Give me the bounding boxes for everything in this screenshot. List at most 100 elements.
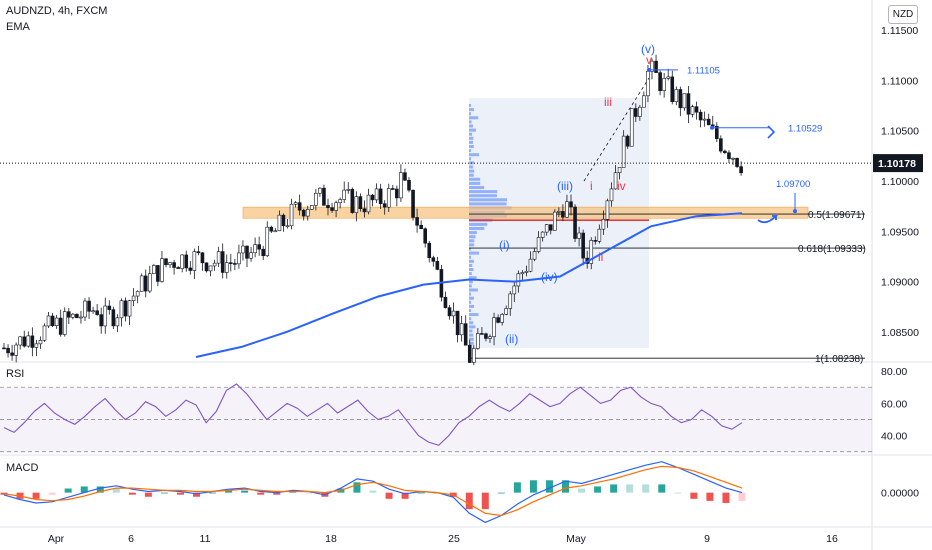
rsi-tick-label: 60.00 [881, 398, 907, 410]
candle-body [621, 135, 626, 168]
candle-body [415, 217, 419, 226]
candle-body [309, 205, 314, 210]
candle-body [103, 305, 108, 327]
candle-body [735, 157, 739, 167]
candle-body [208, 265, 213, 272]
candle-body [277, 214, 282, 232]
macd-hist-bar [401, 492, 409, 499]
candle-body [670, 76, 675, 102]
candle-body [346, 189, 351, 191]
candle-body [411, 189, 415, 218]
volume-profile-bar [469, 313, 479, 317]
volume-profile-bar [469, 153, 480, 157]
candle-body [164, 258, 168, 266]
candle-body [565, 201, 569, 218]
volume-profile-bar [469, 177, 481, 181]
wave-label: (iii) [557, 179, 573, 193]
wave-label: v [646, 53, 652, 67]
candle-body [127, 300, 132, 317]
time-axis[interactable]: Apr 6 11 18 25 May 9 16 [48, 533, 838, 545]
arrow-right-icon [767, 125, 776, 139]
candle-body [419, 224, 423, 230]
wave-label: (iv) [541, 270, 558, 284]
macd-tick-label: 0.00000 [881, 488, 919, 500]
callout-dot [647, 67, 651, 72]
candle-body [156, 265, 160, 282]
candle-body [322, 187, 326, 206]
macd-pane-label: MACD [6, 462, 39, 474]
candle-body [168, 262, 172, 266]
candle-body [508, 293, 513, 309]
macd-hist-bar [497, 492, 505, 494]
candle-body [131, 295, 136, 301]
candle-body [289, 203, 294, 227]
volume-profile-bar [469, 272, 472, 276]
candle-body [427, 242, 432, 258]
macd-hist-bar [32, 492, 40, 499]
currency-badge[interactable]: NZD [888, 5, 918, 24]
candle-body [605, 200, 610, 220]
candle-body [241, 245, 245, 254]
volume-profile-bar [469, 333, 474, 337]
candle-body [528, 258, 533, 272]
volume-profile-bar [469, 304, 474, 308]
volume-profile-bar [469, 231, 477, 235]
candle-body [366, 194, 371, 213]
macd-hist-bar [529, 480, 537, 493]
candle-body [135, 291, 140, 297]
candle-body [50, 315, 55, 327]
candle-body [370, 194, 375, 201]
candle-body [642, 95, 646, 108]
volume-profile-bar [469, 309, 471, 312]
candle-body [480, 333, 484, 335]
candle-body [617, 167, 622, 174]
volume-profile-bar [469, 235, 476, 239]
candle-body [678, 89, 683, 109]
candle-body [71, 313, 75, 318]
candle-body [581, 232, 585, 259]
wave-dashed-line [583, 77, 650, 182]
candle-body [650, 60, 654, 72]
macd-hist-bar [160, 492, 168, 494]
volume-profile-range [469, 98, 649, 348]
volume-profile-bar [469, 259, 474, 263]
macd-hist-bar [273, 492, 281, 495]
candle-body [698, 111, 703, 121]
candle-body [471, 348, 476, 363]
price-axis[interactable]: 1.08500 1.09000 1.09500 1.10000 1.10500 1.110… [873, 25, 923, 339]
candle-body [350, 189, 355, 213]
curved-arrow-icon [757, 215, 779, 224]
candle-body [374, 188, 379, 201]
candle-body [253, 244, 257, 254]
volume-profile-bar [469, 300, 471, 304]
macd-hist-bar [465, 492, 473, 510]
candle-body [342, 189, 347, 200]
macd-hist-bar [578, 488, 586, 493]
macd-axis: 0.00000 [881, 488, 919, 500]
candle-body [46, 315, 51, 327]
macd-signal-line [3, 465, 743, 517]
candle-body [569, 201, 573, 208]
candle-body [362, 208, 367, 213]
candle-body [504, 308, 509, 315]
macd-hist-bar [481, 492, 489, 510]
candle-body [237, 252, 241, 265]
candle-body [407, 179, 411, 191]
candle-body [293, 202, 298, 205]
volume-profile-bar [469, 202, 507, 206]
candle-body [488, 336, 492, 339]
wave-label: (ii) [505, 332, 518, 346]
wave-label: (i) [499, 238, 510, 252]
candle-body [544, 224, 549, 233]
time-tick-label: 18 [325, 533, 337, 545]
candle-body [601, 219, 606, 230]
price-tick-label: 1.11500 [881, 25, 918, 37]
macd-hist-bar [193, 492, 201, 497]
candle-body [318, 187, 322, 194]
candle-body [714, 125, 719, 139]
candle-body [702, 118, 707, 121]
candle-body [180, 254, 184, 269]
candle-body [326, 205, 330, 209]
macd-hist-bar [257, 492, 265, 495]
